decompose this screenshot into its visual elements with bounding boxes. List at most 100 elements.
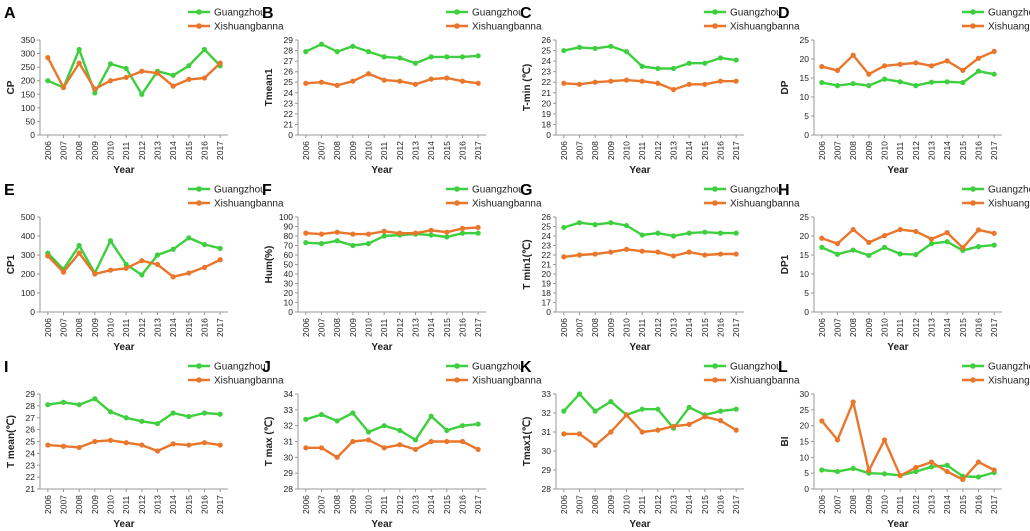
data-point-guangzhou (170, 72, 176, 78)
x-tick-label: 2012 (395, 141, 405, 160)
y-tick-label: 27 (26, 413, 36, 423)
y-tick-label: 24 (26, 448, 36, 458)
y-tick-label: 28 (542, 484, 552, 494)
data-point-guangzhou (975, 68, 982, 74)
x-tick-label: 2007 (833, 141, 843, 160)
y-tick-label: 26 (26, 425, 36, 435)
data-point-xishuangbanna (365, 231, 372, 237)
legend-swatch-marker (454, 9, 460, 15)
y-axis-title: Tmean1 (264, 68, 275, 106)
x-tick-label: 2016 (200, 141, 210, 160)
y-tick-label: 5 (804, 111, 809, 121)
data-point-guangzhou (834, 468, 841, 475)
data-point-guangzhou (123, 415, 129, 421)
data-point-xishuangbanna (186, 442, 192, 448)
legend-swatch-marker (712, 200, 718, 206)
data-point-xishuangbanna (303, 80, 309, 86)
data-point-xishuangbanna (444, 229, 450, 235)
legend-swatch-marker (712, 9, 718, 15)
legend-label: Xishuangbanna (988, 376, 1030, 387)
x-tick-label: 2013 (927, 141, 937, 160)
y-tick-label: 80 (284, 231, 294, 241)
legend-label: Guangzhou (214, 185, 266, 196)
data-point-guangzhou (186, 413, 192, 420)
x-tick-label: 2013 (669, 495, 679, 514)
y-tick-label: 20 (800, 421, 810, 431)
data-point-xishuangbanna (592, 442, 598, 448)
x-tick-label: 2009 (348, 141, 358, 160)
data-point-xishuangbanna (123, 74, 129, 81)
data-point-xishuangbanna (412, 81, 419, 87)
series-line-guangzhou (305, 232, 479, 247)
data-point-xishuangbanna (655, 427, 661, 433)
data-point-xishuangbanna (991, 48, 997, 55)
legend-swatch-marker (454, 23, 460, 29)
x-tick-label: 2010 (622, 495, 632, 514)
x-tick-label: 2012 (137, 141, 147, 160)
data-point-guangzhou (475, 53, 481, 59)
data-point-guangzhou (702, 60, 708, 66)
x-tick-label: 2014 (168, 495, 178, 514)
y-tick-label: 21 (542, 88, 552, 98)
data-point-xishuangbanna (350, 231, 356, 237)
x-tick-label: 2008 (74, 318, 84, 337)
x-tick-label: 2006 (559, 495, 569, 514)
x-tick-label: 2014 (684, 318, 694, 337)
data-point-xishuangbanna (834, 437, 841, 443)
x-tick-label: 2013 (411, 141, 421, 160)
data-point-xishuangbanna (60, 84, 67, 91)
legend-label: Guangzhou (214, 362, 266, 373)
data-point-guangzhou (107, 238, 114, 244)
data-point-xishuangbanna (428, 227, 434, 233)
y-axis-title: CP (6, 80, 17, 94)
data-point-guangzhou (850, 465, 856, 472)
data-point-xishuangbanna (92, 86, 98, 92)
x-tick-label: 2007 (317, 495, 327, 514)
data-point-guangzhou (944, 462, 950, 468)
data-point-guangzhou (944, 239, 950, 245)
data-point-xishuangbanna (334, 229, 340, 235)
data-point-guangzhou (592, 45, 598, 52)
data-point-guangzhou (717, 230, 724, 236)
data-point-xishuangbanna (123, 440, 129, 446)
x-tick-label: 2015 (700, 495, 710, 514)
data-point-guangzhou (975, 244, 982, 250)
data-point-xishuangbanna (639, 429, 645, 435)
data-point-xishuangbanna (76, 250, 82, 256)
x-axis-title: Year (887, 342, 908, 353)
x-axis-title: Year (629, 519, 650, 530)
y-tick-label: 200 (21, 269, 35, 279)
y-tick-label: 30 (284, 279, 294, 289)
x-tick-label: 2014 (684, 495, 694, 514)
data-point-xishuangbanna (717, 418, 724, 424)
y-tick-label: 0 (804, 130, 809, 140)
data-point-xishuangbanna (819, 64, 825, 70)
data-point-guangzhou (819, 79, 825, 86)
legend-swatch-marker (196, 23, 202, 29)
y-axis-title: Tmax1(℃) (522, 417, 533, 467)
data-point-guangzhou (866, 83, 872, 89)
y-tick-label: 33 (284, 405, 294, 415)
x-axis-title: Year (113, 342, 134, 353)
x-tick-label: 2007 (317, 318, 327, 337)
data-point-xishuangbanna (975, 459, 982, 465)
data-point-xishuangbanna (623, 246, 630, 252)
data-point-guangzhou (365, 429, 372, 435)
x-tick-label: 2009 (606, 495, 616, 514)
data-point-guangzhou (733, 406, 739, 412)
legend-swatch-marker (196, 9, 202, 15)
data-point-xishuangbanna (819, 235, 825, 241)
data-point-xishuangbanna (960, 476, 966, 483)
data-point-xishuangbanna (639, 78, 645, 84)
data-point-guangzhou (576, 391, 583, 397)
series-line-xishuangbanna (563, 248, 737, 259)
legend-swatch-marker (454, 377, 460, 383)
x-tick-label: 2006 (43, 495, 53, 514)
legend-label: Xishuangbanna (988, 22, 1030, 33)
x-tick-label: 2010 (622, 141, 632, 160)
legend-swatch-marker (454, 200, 460, 206)
y-tick-label: 350 (21, 35, 35, 45)
panel-d: D 0 5 10 15 20 25 2006 2007 2008 2009 2010 2011 2012 2… (778, 5, 1030, 176)
data-point-guangzhou (991, 71, 997, 77)
